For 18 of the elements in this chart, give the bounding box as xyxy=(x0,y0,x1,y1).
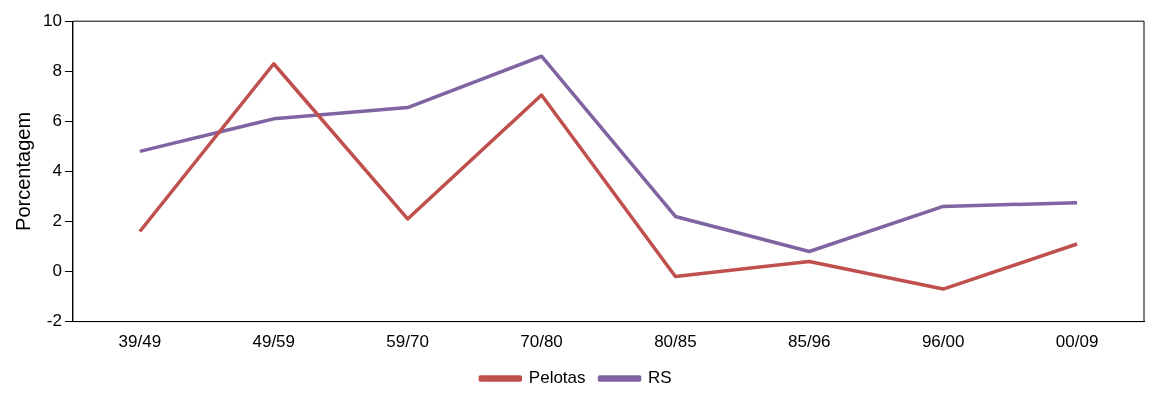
x-tick-label: 96/00 xyxy=(921,332,965,352)
x-tick-label: 00/09 xyxy=(1055,332,1099,352)
x-tick-label: 80/85 xyxy=(654,332,697,352)
x-tick-label: 85/96 xyxy=(788,332,831,352)
legend-label: Pelotas xyxy=(528,368,586,388)
x-tick-label: 49/59 xyxy=(252,332,296,352)
x-tick-label: 39/49 xyxy=(118,332,162,352)
y-tick-label: -2 xyxy=(46,311,62,331)
x-tick-label: 59/70 xyxy=(386,332,429,352)
y-tick-label: 2 xyxy=(52,211,62,231)
legend-label: RS xyxy=(648,368,672,388)
y-tick-label: 6 xyxy=(52,111,62,131)
y-tick-label: 4 xyxy=(52,161,62,181)
y-tick-label: 10 xyxy=(42,10,62,30)
y-axis-title: Porcentagem xyxy=(11,111,34,231)
x-tick-label: 70/80 xyxy=(520,332,563,352)
y-tick-label: 8 xyxy=(52,60,62,80)
y-tick-label: 0 xyxy=(52,261,62,281)
